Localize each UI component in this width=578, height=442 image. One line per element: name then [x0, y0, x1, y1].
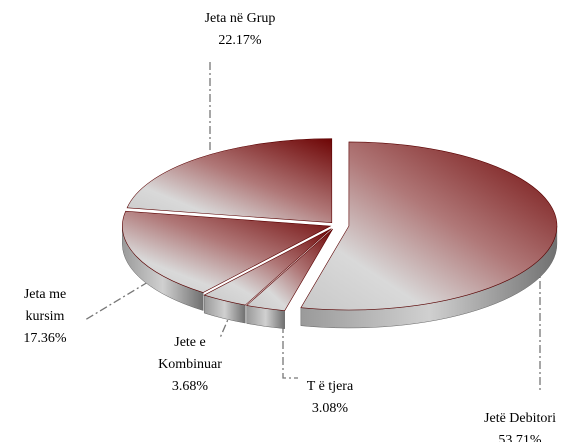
slice-label: Jetë Debitori 53.71%: [470, 408, 570, 442]
slice-tops: [122, 138, 558, 312]
slice: [126, 138, 333, 224]
value-label: 53.71%: [498, 433, 542, 442]
category-label: Jete e Kombinuar: [158, 335, 222, 372]
value-label: 3.08%: [311, 401, 349, 416]
slice-label: Jeta me kursim 17.36%: [0, 284, 90, 350]
slice: [122, 210, 332, 293]
slice-label: Jeta në Grup 22.17%: [180, 8, 300, 52]
slice: [246, 228, 333, 312]
slice-label: T ë tjera 3.08%: [280, 376, 380, 420]
leader-line: [84, 281, 149, 321]
slice-label: Jete e Kombinuar 3.68%: [130, 332, 250, 398]
value-label: 22.17%: [218, 33, 262, 48]
leader-line: [282, 325, 298, 379]
value-label: 17.36%: [23, 331, 67, 346]
category-label: Jetë Debitori: [484, 411, 556, 426]
value-label: 3.68%: [171, 379, 209, 394]
category-label: Jeta në Grup: [204, 11, 276, 26]
slice: [300, 141, 558, 311]
category-label: Jeta me kursim: [23, 287, 67, 324]
slice: [203, 228, 332, 306]
slice-sides: [122, 225, 558, 329]
category-label: T ë tjera: [306, 379, 354, 394]
